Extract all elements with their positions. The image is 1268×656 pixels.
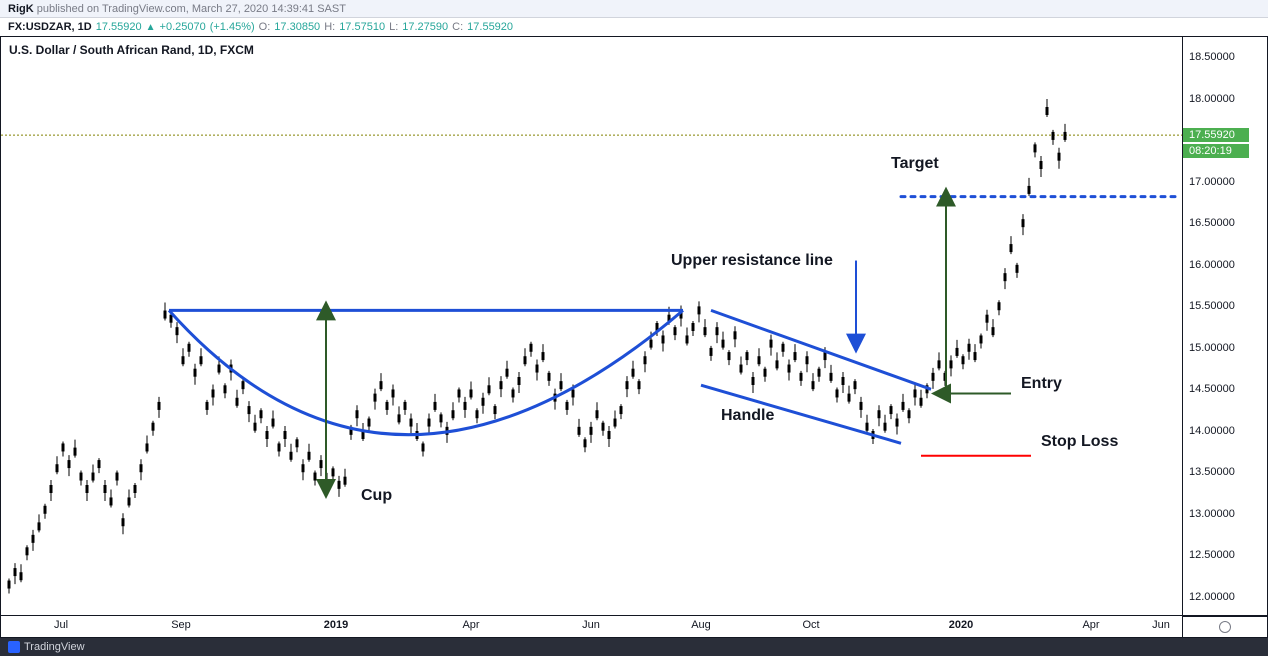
ohlc-c: 17.55920 bbox=[467, 21, 513, 33]
stoploss-label: Stop Loss bbox=[1041, 433, 1118, 451]
x-axis[interactable]: Jul Sep 2019 Apr Jun Aug Oct 2020 Apr Jun bbox=[0, 616, 1182, 638]
gear-icon bbox=[1219, 621, 1231, 633]
countdown-tag: 08:20:19 bbox=[1183, 144, 1249, 158]
x-tick: Apr bbox=[462, 619, 479, 631]
y-tick: 12.50000 bbox=[1189, 549, 1235, 561]
y-tick: 16.50000 bbox=[1189, 217, 1235, 229]
x-tick: 2019 bbox=[324, 619, 348, 631]
symbol-label: FX:USDZAR, 1D bbox=[8, 21, 92, 33]
current-price-tag: 17.55920 bbox=[1183, 128, 1249, 142]
y-axis[interactable]: 18.50000 18.00000 17.00000 16.50000 16.00000… bbox=[1182, 36, 1268, 616]
author-name: RigK bbox=[8, 3, 34, 15]
tradingview-logo-icon bbox=[8, 641, 20, 653]
price-change-pct: (+1.45%) bbox=[210, 21, 255, 33]
x-tick: Jun bbox=[1152, 619, 1170, 631]
x-tick: Jul bbox=[54, 619, 68, 631]
footer-brand: TradingView bbox=[24, 641, 85, 653]
y-tick: 14.00000 bbox=[1189, 425, 1235, 437]
x-tick: Sep bbox=[171, 619, 191, 631]
last-price: 17.55920 bbox=[96, 21, 142, 33]
y-tick: 15.00000 bbox=[1189, 342, 1235, 354]
chart-area[interactable]: U.S. Dollar / South African Rand, 1D, FX… bbox=[0, 36, 1182, 616]
ohlc-l: 17.27590 bbox=[402, 21, 448, 33]
footer-bar: TradingView bbox=[0, 638, 1268, 656]
ohlc-h-label: H: bbox=[324, 21, 335, 33]
target-label: Target bbox=[891, 155, 939, 173]
y-tick: 13.00000 bbox=[1189, 508, 1235, 520]
up-arrow-icon: ▲ bbox=[146, 22, 156, 33]
upper-resistance-label: Upper resistance line bbox=[671, 252, 833, 270]
ohlc-o: 17.30850 bbox=[274, 21, 320, 33]
y-tick: 13.50000 bbox=[1189, 466, 1235, 478]
ohlc-o-label: O: bbox=[259, 21, 271, 33]
y-tick: 17.00000 bbox=[1189, 176, 1235, 188]
axis-settings-button[interactable] bbox=[1182, 616, 1268, 638]
y-tick: 16.00000 bbox=[1189, 259, 1235, 271]
y-tick: 18.00000 bbox=[1189, 93, 1235, 105]
chart-svg bbox=[1, 37, 1183, 617]
handle-label: Handle bbox=[721, 407, 774, 425]
y-tick: 12.00000 bbox=[1189, 591, 1235, 603]
entry-label: Entry bbox=[1021, 375, 1062, 393]
cup-label: Cup bbox=[361, 487, 392, 505]
symbol-info-bar: FX:USDZAR, 1D 17.55920 ▲ +0.25070 (+1.45… bbox=[0, 18, 1268, 36]
y-tick: 15.50000 bbox=[1189, 300, 1235, 312]
publish-info-bar: RigK published on TradingView.com, March… bbox=[0, 0, 1268, 18]
y-tick: 18.50000 bbox=[1189, 51, 1235, 63]
price-change: +0.25070 bbox=[160, 21, 206, 33]
ohlc-c-label: C: bbox=[452, 21, 463, 33]
x-tick: Jun bbox=[582, 619, 600, 631]
publish-meta: published on TradingView.com, March 27, … bbox=[37, 3, 346, 15]
x-tick: Aug bbox=[691, 619, 711, 631]
y-tick: 14.50000 bbox=[1189, 383, 1235, 395]
ohlc-h: 17.57510 bbox=[339, 21, 385, 33]
x-tick: 2020 bbox=[949, 619, 973, 631]
ohlc-l-label: L: bbox=[389, 21, 398, 33]
x-tick: Apr bbox=[1082, 619, 1099, 631]
x-tick: Oct bbox=[802, 619, 819, 631]
